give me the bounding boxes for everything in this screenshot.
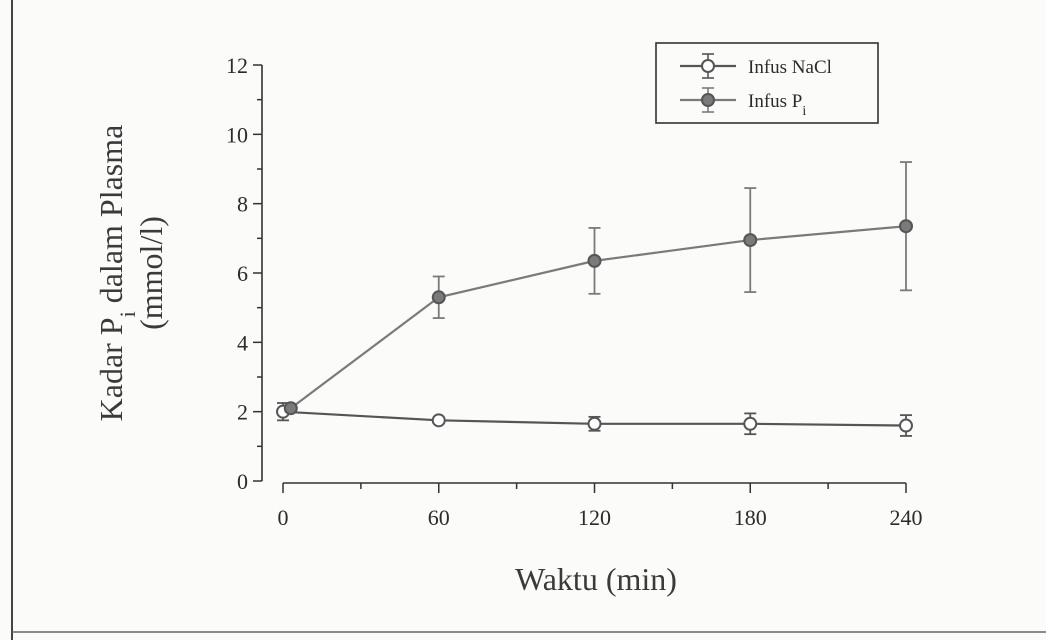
legend-box <box>655 42 879 124</box>
svg-text:(mmol/l): (mmol/l) <box>133 216 169 330</box>
legend-items: Infus NaCl Infus Pi <box>680 53 832 119</box>
x-tick-label-240: 240 <box>890 505 923 530</box>
legend-label-0: Infus NaCl <box>748 57 832 78</box>
y-tick-label-8: 8 <box>237 192 248 217</box>
x-tick-label-60: 60 <box>428 505 450 530</box>
data-point-1-3 <box>743 233 758 248</box>
y-axis-title-main: Kadar P <box>93 317 129 421</box>
y-tick-label-2: 2 <box>237 400 248 425</box>
series-0 <box>276 402 913 437</box>
y-tick-label-12: 12 <box>226 53 248 78</box>
legend-label-1: Infus Pi <box>748 91 806 119</box>
data-point-0-4 <box>899 418 913 433</box>
data-point-0-2 <box>587 416 602 431</box>
y-axis-title: Kadar Pi dalam Plasma <box>93 125 140 422</box>
legend-marker-1 <box>701 93 715 107</box>
axes <box>261 65 906 484</box>
x-tick-label-180: 180 <box>734 505 767 530</box>
legend-marker-0 <box>701 59 715 73</box>
data-point-0-3 <box>743 416 758 431</box>
y-tick-label-4: 4 <box>237 330 248 355</box>
data-point-1-2 <box>587 253 602 268</box>
x-tick-label-0: 0 <box>278 505 289 530</box>
x-axis-title: Waktu (min) <box>515 561 677 597</box>
series-1 <box>283 161 913 416</box>
data-point-1-1 <box>431 290 446 305</box>
data-point-0-1 <box>431 413 446 428</box>
y-tick-label-10: 10 <box>226 122 248 147</box>
y-axis-title-rest: dalam Plasma <box>93 125 129 312</box>
data-point-1-0 <box>283 401 298 416</box>
y-axis-title-sub: i <box>115 311 140 317</box>
y-tick-label-0: 0 <box>237 469 248 494</box>
y-tick-label-6: 6 <box>237 261 248 286</box>
x-tick-label-120: 120 <box>578 505 611 530</box>
series-line-1 <box>290 225 907 410</box>
svg-text:Kadar Pi dalam Plasma: Kadar Pi dalam Plasma <box>93 125 140 422</box>
y-axis-unit: (mmol/l) <box>133 216 169 330</box>
data-point-1-4 <box>899 219 913 234</box>
legend: Infus NaCl Infus Pi <box>655 42 879 124</box>
series-layer <box>276 161 913 437</box>
